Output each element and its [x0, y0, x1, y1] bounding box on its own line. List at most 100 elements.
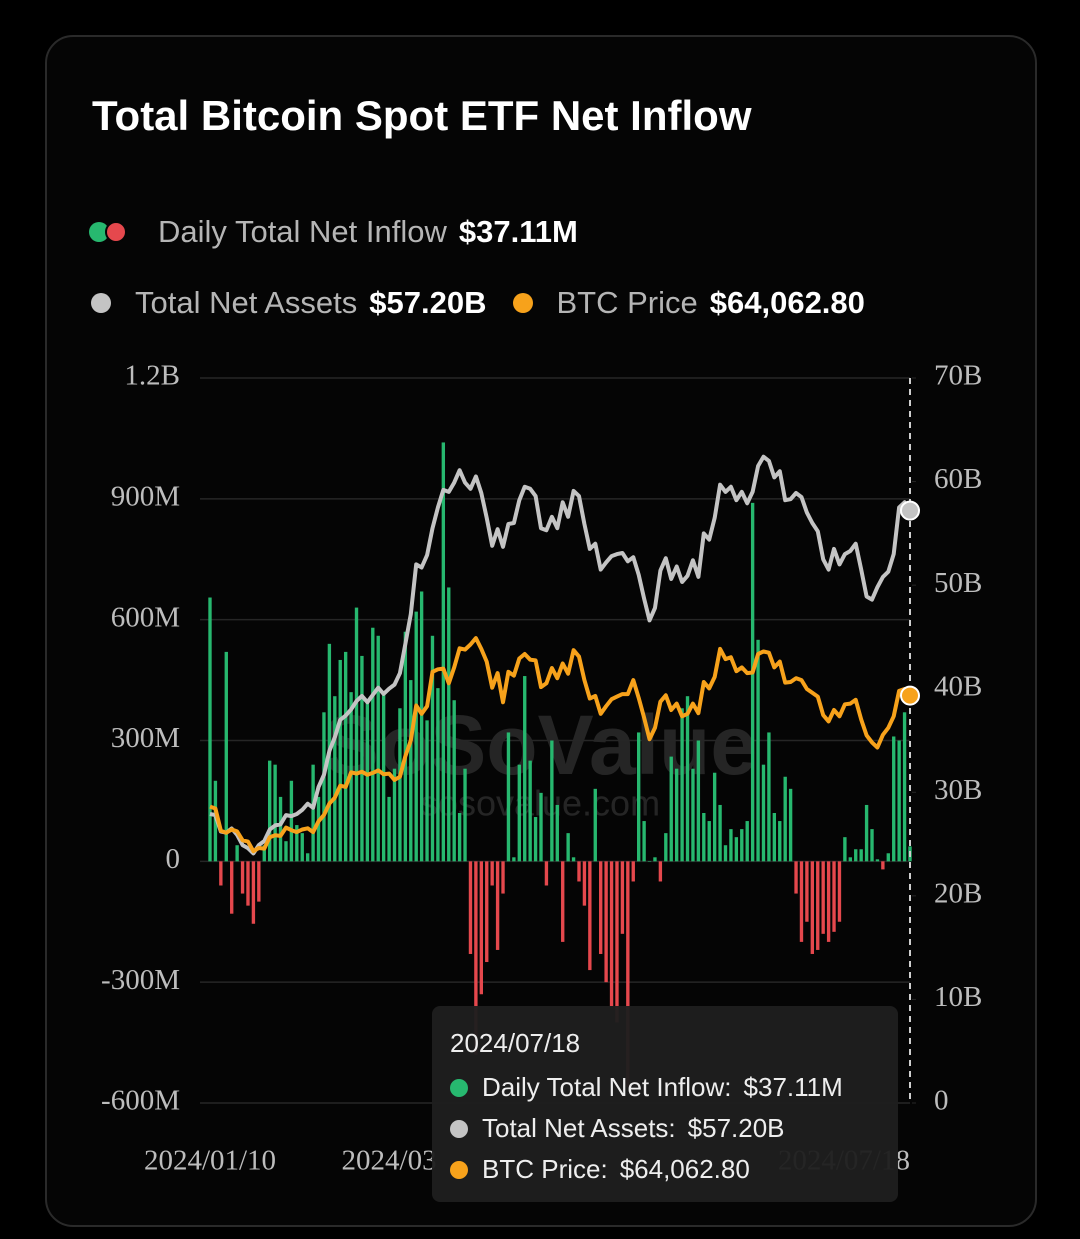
bar: [468, 861, 473, 954]
bar: [343, 651, 348, 862]
bar: [826, 861, 831, 942]
y-tick-label: 900M: [111, 480, 180, 512]
bar: [506, 732, 511, 862]
bar: [702, 813, 706, 862]
bar: [647, 861, 652, 862]
bar: [300, 833, 304, 862]
bar: [371, 627, 375, 862]
chart-title: Total Bitcoin Spot ETF Net Inflow: [92, 92, 752, 139]
bar: [740, 829, 744, 862]
bar: [295, 825, 299, 862]
y-tick-label: 0: [166, 843, 181, 875]
bar: [745, 821, 749, 862]
bar: [566, 833, 570, 862]
bar: [414, 611, 418, 862]
bar: [642, 821, 646, 862]
legend-value: $37.11M: [458, 214, 578, 249]
bar: [604, 861, 608, 983]
line-end-marker: [900, 685, 920, 706]
bar: [881, 861, 885, 870]
bar: [230, 861, 234, 914]
bar: [637, 732, 641, 862]
bar: [284, 841, 288, 862]
bar: [474, 861, 478, 1055]
bar: [707, 821, 711, 862]
bar: [544, 861, 549, 886]
bar: [837, 861, 842, 922]
bar: [712, 772, 717, 862]
bar: [311, 764, 315, 862]
bar: [674, 768, 679, 862]
bar: [533, 817, 538, 862]
legend-dot: [105, 221, 127, 243]
tooltip: 2024/07/18 Daily Total Net Inflow $37.11M…: [432, 1006, 898, 1202]
y2-tick-label: 70B: [934, 360, 982, 392]
bar: [219, 861, 223, 886]
bar: [821, 861, 825, 934]
bar: [778, 821, 782, 862]
bar: [609, 861, 614, 1007]
bar: [436, 688, 440, 862]
tooltip-label: Total Net Assets: [482, 1113, 676, 1144]
bar: [333, 696, 337, 862]
bar: [235, 845, 239, 862]
bar: [582, 861, 587, 906]
tooltip-value: $37.11M: [743, 1072, 843, 1102]
bar: [528, 760, 532, 862]
tooltip-dot: [450, 1119, 468, 1138]
tooltip-value: $64,062.80: [619, 1154, 750, 1184]
bar: [626, 861, 630, 1087]
legend-row: Total Net Assets $57.20B BTC Price $64,0…: [91, 285, 891, 321]
bar: [729, 829, 733, 862]
y2-tick-label: 20B: [934, 878, 982, 910]
line: [209, 636, 912, 854]
bar: [848, 857, 852, 862]
legend-icon: [89, 221, 127, 243]
bar: [870, 829, 874, 862]
bar: [240, 861, 245, 894]
bar: [338, 659, 342, 862]
bar: [403, 631, 408, 862]
bar: [262, 845, 266, 862]
bar: [457, 813, 462, 862]
bar: [897, 740, 901, 862]
bar: [664, 833, 668, 862]
bar: [447, 587, 451, 862]
bar: [658, 861, 663, 882]
bar: [495, 861, 500, 950]
tooltip-label: BTC Price: [482, 1154, 608, 1185]
bar: [224, 651, 228, 862]
y-tick-label: 600M: [111, 601, 180, 633]
bar: [305, 853, 310, 862]
bar: [409, 680, 413, 862]
bar: [289, 780, 294, 862]
bar: [365, 700, 370, 862]
bar: [886, 853, 890, 862]
bar: [805, 861, 809, 922]
bar: [631, 861, 635, 882]
bar: [864, 804, 869, 862]
legend-label: Total Net Assets: [135, 285, 358, 320]
bar: [452, 700, 456, 862]
bar: [620, 861, 625, 934]
bar: [788, 788, 793, 862]
y-tick-label: 1.2B: [124, 360, 180, 392]
legend-row: Daily Total Net Inflow $37.11M: [86, 214, 604, 250]
bar: [761, 764, 766, 862]
bar: [718, 804, 722, 862]
y-tick-label: -300M: [101, 964, 180, 996]
legend-label: Daily Total Net Inflow: [158, 214, 447, 249]
bar: [750, 502, 755, 862]
bar: [387, 796, 391, 862]
y2-tick-label: 40B: [934, 670, 982, 702]
legend-dot: [512, 293, 533, 313]
bar: [425, 720, 429, 862]
y-tick-label: -600M: [101, 1085, 180, 1117]
y2-tick-label: 0: [934, 1085, 949, 1117]
bar: [615, 861, 619, 1023]
bar: [268, 760, 272, 862]
bar: [463, 768, 467, 862]
bar: [756, 639, 760, 862]
bar: [316, 796, 321, 862]
bar: [251, 861, 256, 924]
